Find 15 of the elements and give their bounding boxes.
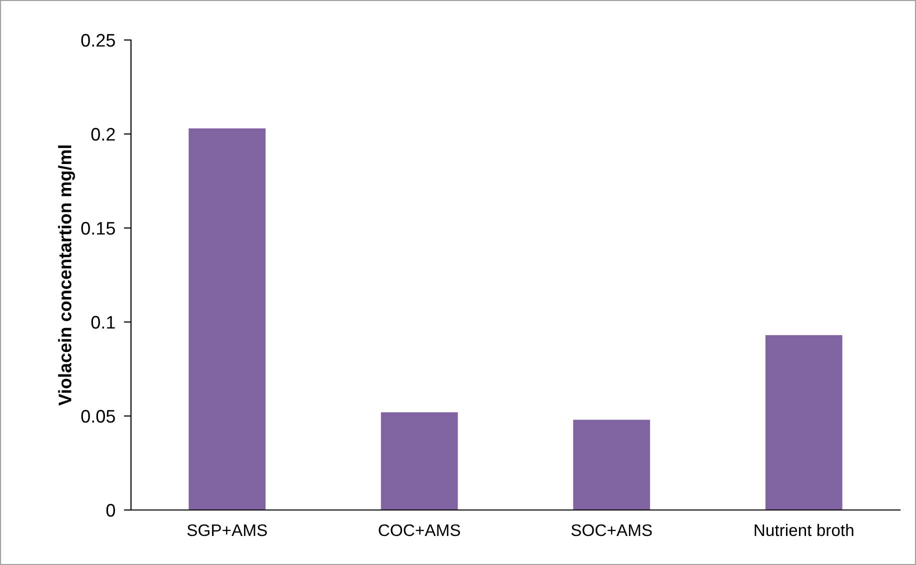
bar <box>573 420 650 510</box>
bar <box>380 412 458 510</box>
y-tick-label: 0.25 <box>81 34 115 47</box>
y-tick-label: 0.1 <box>91 316 115 329</box>
y-tick-label: 0.2 <box>91 128 115 141</box>
x-tick-label: SGP+AMS <box>187 524 267 536</box>
y-tick-label: 0.15 <box>81 222 115 235</box>
x-tick-label: COC+AMS <box>378 524 460 536</box>
y-axis-title: Violacein concentartion mg/ml <box>58 146 76 406</box>
bar <box>188 128 266 510</box>
bar <box>765 335 842 510</box>
x-tick-label: SOC+AMS <box>571 524 652 536</box>
y-tick-label: 0.05 <box>81 410 115 423</box>
x-tick-label: Nutrient broth <box>754 524 854 536</box>
y-tick-label: 0 <box>106 504 116 517</box>
